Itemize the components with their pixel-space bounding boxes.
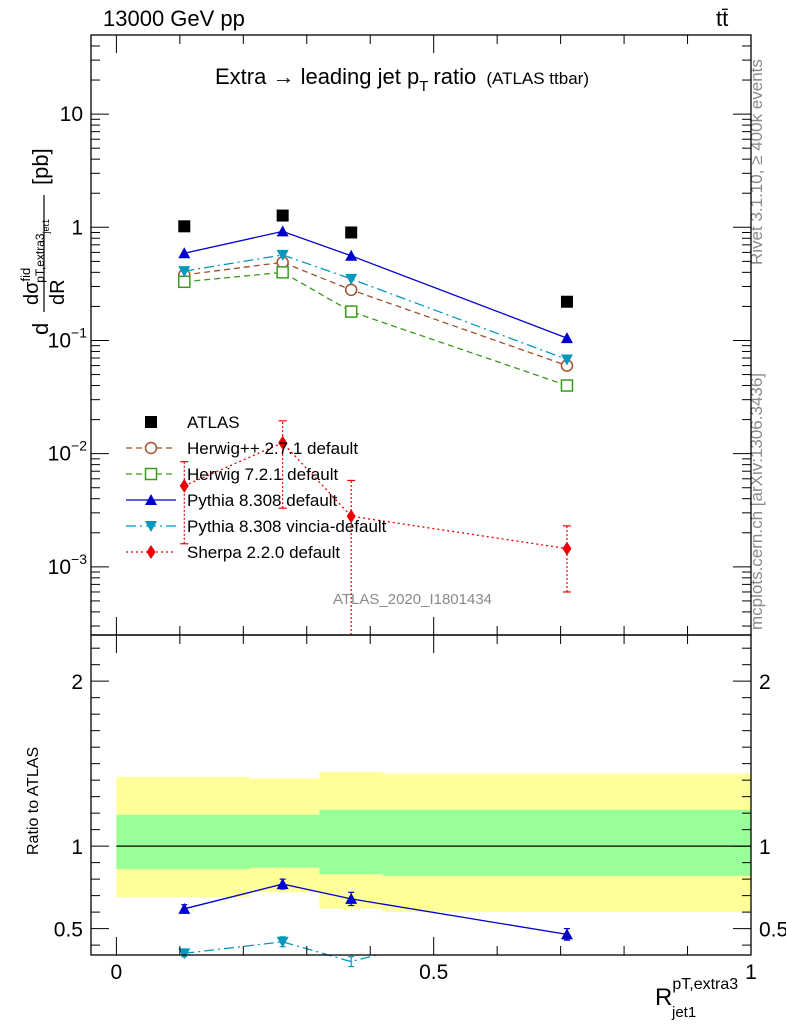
ratio-y-tick-label-right: 2: [759, 671, 771, 694]
svg-text:dR: dR: [47, 279, 69, 305]
rivet-version-label: Rivet 3.1.10, ≥ 400k events: [747, 59, 766, 265]
data-point: [560, 354, 573, 366]
data-point: [276, 209, 289, 222]
data-point: [345, 249, 358, 261]
series-line: [184, 261, 568, 367]
svg-text:d: d: [28, 323, 53, 335]
legend-entry: ATLAS: [145, 413, 240, 432]
ratio-y-tick-label-right: 0.5: [759, 919, 786, 942]
legend-entry: Sherpa 2.2.0 default: [126, 543, 340, 562]
legend-marker: [146, 545, 156, 559]
data-point: [276, 249, 289, 261]
x-tick-label: 0.5: [419, 961, 448, 984]
ratio-point: [178, 902, 191, 914]
data-point: [276, 225, 289, 237]
series-2: [178, 266, 574, 392]
legend-label: Pythia 8.308 default: [187, 491, 338, 510]
legend-label: Herwig++ 2.7.1 default: [187, 439, 358, 458]
legend-label: ATLAS: [187, 413, 240, 432]
legend-entry: Herwig++ 2.7.1 default: [126, 439, 358, 458]
legend-marker: [145, 494, 157, 505]
ratio-point: [345, 892, 358, 904]
series-line: [184, 230, 568, 339]
ratio-line: [184, 883, 568, 936]
legend-marker: [145, 521, 157, 532]
ratio-point: [178, 948, 191, 960]
data-point: [278, 435, 288, 450]
series-0: [178, 209, 573, 308]
legend-label: Pythia 8.308 vincia-default: [187, 517, 387, 536]
data-point: [178, 275, 191, 289]
ratio-y-tick-label: 2: [71, 671, 83, 694]
data-point: [178, 247, 191, 259]
legend-label: Herwig 7.2.1 default: [187, 465, 338, 484]
series-4: [178, 249, 573, 366]
ratio-y-tick-label: 0.5: [54, 919, 83, 942]
uncertainty-band-green: [319, 809, 383, 875]
ratio-y-tick-label: 1: [71, 836, 83, 859]
legend-entry: Herwig 7.2.1 default: [126, 465, 338, 484]
ratio-point: [276, 936, 289, 948]
analysis-watermark: ATLAS_2020_I1801434: [333, 591, 492, 608]
legend-marker: [144, 467, 158, 481]
x-tick-label: 0: [111, 961, 123, 984]
data-point: [562, 541, 572, 556]
y-tick-label: 1: [71, 216, 83, 239]
data-point: [560, 295, 573, 308]
uncertainty-band-green: [249, 814, 320, 868]
series-3: [178, 225, 573, 344]
main-title: Extra → leading jet pT ratio (ATLAS ttbar…: [215, 64, 589, 95]
data-point: [560, 379, 574, 392]
y-tick-label: 10−3: [48, 551, 88, 579]
header-energy-label: 13000 GeV pp: [103, 6, 245, 31]
ratio-series-1: [178, 936, 377, 968]
ratio-y-axis-label: Ratio to ATLAS: [25, 747, 42, 855]
ratio-y-tick-label-right: 1: [759, 836, 771, 859]
ratio-x-axis-sub: jet1: [671, 1004, 696, 1021]
series-1: [178, 256, 574, 372]
data-point: [178, 266, 191, 278]
legend-entry: Pythia 8.308 vincia-default: [126, 517, 387, 536]
legend-marker: [145, 416, 157, 428]
data-point: [178, 220, 191, 233]
main-y-axis-label: d dσfidpT,extra3jet1 dR [pb]: [18, 148, 69, 335]
ratio-plot-frame: [90, 634, 752, 956]
y-tick-label: 10: [60, 103, 83, 126]
legend: ATLAS Herwig++ 2.7.1 default Herwig 7.2.1 …: [126, 413, 387, 562]
x-tick-label: 1: [745, 961, 757, 984]
data-point: [276, 266, 289, 279]
ratio-x-axis-label: RpT,extra3: [655, 976, 738, 1011]
series-line: [184, 254, 568, 361]
legend-entry: Pythia 8.308 default: [126, 491, 338, 510]
y-tick-label: 10−1: [48, 324, 88, 352]
mcplots-label: mcplots.cern.ch [arXiv:1306.3436]: [747, 373, 766, 630]
data-point: [346, 509, 356, 524]
ratio-plot: 0.5 0.51 12 20 0.5 1: [54, 634, 786, 984]
data-point: [344, 305, 358, 318]
legend-label: Sherpa 2.2.0 default: [187, 543, 340, 562]
data-point: [560, 332, 573, 344]
data-point: [345, 273, 358, 285]
svg-text:[pb]: [pb]: [28, 148, 53, 185]
data-point: [179, 478, 189, 493]
main-plot: 10 1 10−1 10−2 10−3: [48, 34, 752, 636]
header-process-label: tt̄: [716, 6, 728, 31]
ratio-line: [184, 941, 377, 963]
ratio-point: [560, 928, 573, 940]
uncertainty-band-green: [382, 809, 751, 876]
ratio-series-0: [178, 878, 573, 941]
data-point: [344, 283, 358, 297]
y-tick-label: 10−2: [48, 438, 88, 466]
series-5: [179, 420, 572, 635]
series-line: [184, 271, 568, 387]
data-point: [345, 226, 358, 239]
ratio-point: [276, 878, 289, 890]
legend-marker: [144, 441, 158, 455]
uncertainty-band-green: [116, 814, 250, 870]
